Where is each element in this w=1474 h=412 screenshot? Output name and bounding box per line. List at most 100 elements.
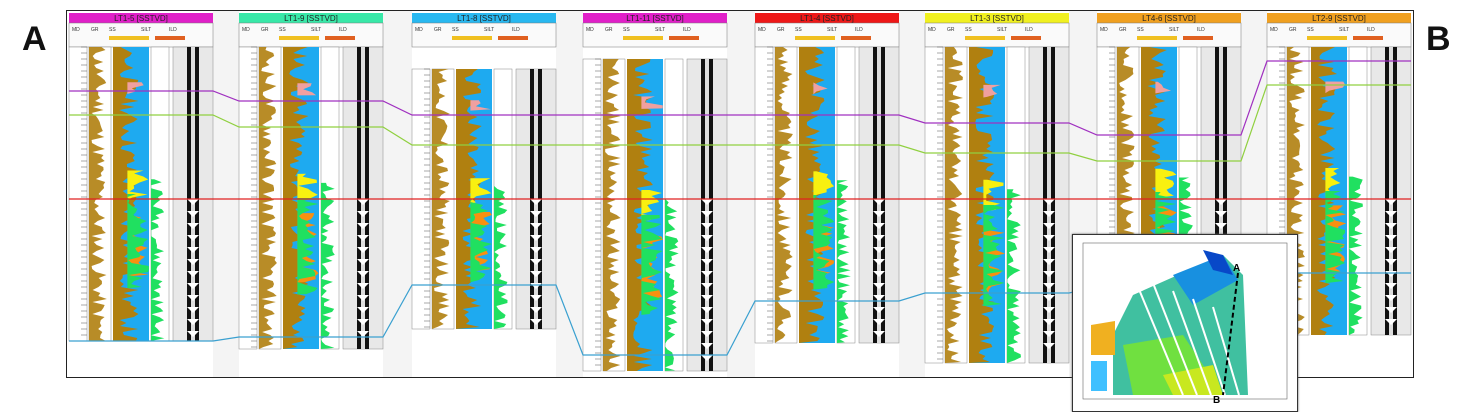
perforation-mark [873,307,885,313]
horizon-line [69,60,1411,136]
perforation-mark [701,259,713,265]
track-header [1266,22,1412,48]
perforation-mark [701,319,713,325]
silt-curve-fill [151,179,165,341]
well-8: LT2-9 [SSTVD] MD GR SS SILT ILD [1266,13,1412,336]
perforation-mark [873,235,885,241]
well-gap [556,11,583,377]
depth-track [754,46,774,344]
gr-curve-fill [89,47,107,341]
well-header-bar [925,13,1069,23]
lithology-shale [113,47,139,341]
track-header-label: ILD [1025,27,1033,33]
perforation-mark [873,259,885,265]
perforation-mark [1043,331,1055,337]
track-color-key [279,36,319,40]
perforation-mark [357,271,369,277]
track-header-label: ILD [339,27,347,33]
lithology-band [641,190,662,222]
perforation-mark [1385,247,1397,253]
depth-track [924,46,944,364]
perforation-mark [1043,259,1055,265]
perforation-mark [873,199,885,205]
perforation-mark [1043,343,1055,349]
well-6: LT1-3 [SSTVD] MD GR SS SILT ILD [924,13,1070,364]
perforation-mark [701,223,713,229]
perforation-mark [530,235,542,241]
track-header-label: ILD [855,27,863,33]
perforation-mark [701,199,713,205]
perforation-mark [701,235,713,241]
perforation-mark [1215,211,1227,217]
track-color-key [1137,36,1177,40]
lithology-band [983,84,1001,98]
lithology-shale [799,47,825,343]
track-header-label: MD [1270,27,1278,33]
track-color-key [623,36,663,40]
well-name-label: LT4-6 [SSTVD] [1142,14,1196,23]
track-header-label: ILD [1197,27,1205,33]
track-header-label: SILT [484,27,494,33]
track-header-label: SILT [1339,27,1349,33]
track-header-label: MD [72,27,80,33]
perforation-mark [1385,223,1397,229]
well-header-bar [755,13,899,23]
track-color-key [1183,36,1213,40]
perforation-mark [873,331,885,337]
map-zone [1091,321,1115,355]
horizon-line [69,84,1411,162]
gr-curve-fill [945,47,963,363]
perforation-mark [873,223,885,229]
perforation-mark [873,271,885,277]
perforation-mark [701,211,713,217]
track-header-label: SS [623,27,630,33]
perforation-mark [701,283,713,289]
track-header-label: GR [1289,27,1297,33]
track-header-label: MD [415,27,423,33]
perforation-mark [187,331,199,337]
lithology-band [813,82,828,95]
track-header-label: SILT [311,27,321,33]
track-header-label: MD [928,27,936,33]
gr-curve-fill [775,47,793,343]
track-header-label: MD [586,27,594,33]
lithology-band [297,173,318,205]
lithology-band [127,170,149,200]
perforation-mark [1043,211,1055,217]
perforation-mark [701,247,713,253]
perforation-mark [701,271,713,277]
gr-curve-fill [259,47,277,349]
perforation-mark [530,271,542,277]
lithology-band [470,100,491,111]
track-header-label: GR [605,27,613,33]
well-correlation-panel: LT1-5 [SSTVD] MD GR SS SILT ILD LT1-9 [SSTVD] M… [66,10,1414,378]
track-header-label: SS [452,27,459,33]
track-color-key [109,36,149,40]
well-name-label: LT1-9 [SSTVD] [284,14,338,23]
perforation-mark [530,295,542,301]
lithology-shale [1311,47,1337,335]
well-name-label: LT1-8 [SSTVD] [457,14,511,23]
perforation-mark [187,259,199,265]
perforation-mark [530,247,542,253]
perforation-mark [357,307,369,313]
track-color-key [669,36,699,40]
well-gap [727,11,755,377]
perforation-mark [1385,283,1397,289]
perforation-mark [701,295,713,301]
perforation-mark [1385,211,1397,217]
lithology-band [127,194,149,289]
perforation-mark [357,283,369,289]
track-header-label: MD [758,27,766,33]
lithology-band [297,198,319,295]
track-color-key [498,36,528,40]
well-header-bar [412,13,556,23]
perforation-mark [1043,235,1055,241]
track-color-key [841,36,871,40]
track-header [411,22,557,48]
perforation-mark [530,259,542,265]
silt-curve-fill [1007,189,1021,363]
perforation-mark [530,307,542,313]
perforation-mark [187,283,199,289]
perforation-mark [1043,307,1055,313]
